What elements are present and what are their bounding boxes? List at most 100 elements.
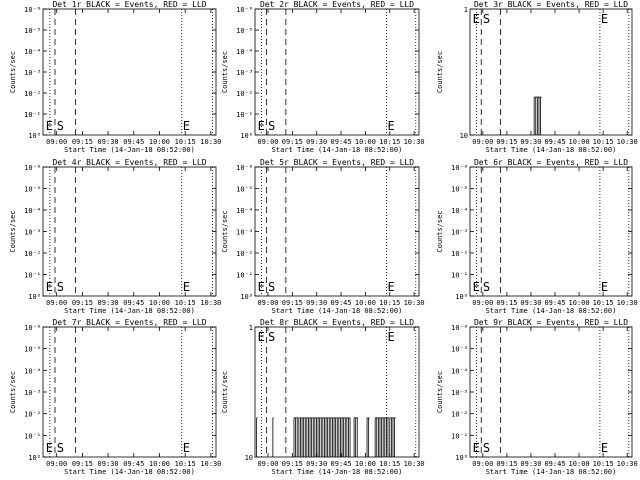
y-tick-label: 10⁻² xyxy=(236,90,253,98)
plot-frame xyxy=(254,166,420,297)
panel-title: Det 3r BLACK = Events, RED = LLD xyxy=(474,0,628,9)
marker-letter-e: E xyxy=(46,119,53,133)
y-tick-label: 10⁻³ xyxy=(236,229,253,237)
marker-letter-s: S xyxy=(483,12,490,26)
x-tick-label: 09:45 xyxy=(123,138,144,146)
x-tick-label: 09:45 xyxy=(331,138,352,146)
marker-letter-e: E xyxy=(601,441,608,455)
x-tick-label: 09:15 xyxy=(496,138,517,146)
y-tick-label: 10⁻¹ xyxy=(24,272,41,280)
y-tick-label: 10⁻¹ xyxy=(451,432,468,440)
panel-title: Det 7r BLACK = Events, RED = LLD xyxy=(52,318,206,327)
x-tick-label: 10:00 xyxy=(569,138,590,146)
y-tick-label: 10⁻³ xyxy=(24,229,41,237)
x-tick-label: 09:15 xyxy=(496,299,517,307)
x-tick-label: 09:15 xyxy=(282,299,303,307)
panel-title: Det 4r BLACK = Events, RED = LLD xyxy=(52,158,206,167)
x-tick-label: 09:00 xyxy=(46,460,67,468)
x-tick-label: 10:30 xyxy=(617,460,638,468)
y-tick-label: 10 xyxy=(245,454,253,462)
x-tick-label: 09:30 xyxy=(520,460,541,468)
panel-title: Det 1r BLACK = Events, RED = LLD xyxy=(52,0,206,9)
plot-frame xyxy=(42,326,217,458)
x-tick-label: 10:00 xyxy=(569,460,590,468)
x-tick-label: 10:30 xyxy=(404,299,425,307)
marker-letter-e: E xyxy=(258,280,265,294)
x-tick-label: 10:15 xyxy=(593,138,614,146)
x-axis-label: Start Time (14-Jan-18 08:52:00) xyxy=(486,307,617,315)
y-tick-label: 10⁻² xyxy=(24,90,41,98)
x-tick-label: 09:45 xyxy=(331,299,352,307)
panel-det-1: Det 1r BLACK = Events, RED = LLD 10⁰ 10⁻¹ 1… xyxy=(9,0,221,154)
x-tick-label: 09:00 xyxy=(472,299,493,307)
marker-letter-e: E xyxy=(183,119,190,133)
x-tick-label: 09:30 xyxy=(520,138,541,146)
x-tick-label: 09:15 xyxy=(72,460,93,468)
x-tick-label: 09:45 xyxy=(544,460,565,468)
x-tick-label: 10:30 xyxy=(617,299,638,307)
y-tick-label: 10⁻¹ xyxy=(236,272,253,280)
x-tick-label: 10:15 xyxy=(593,460,614,468)
x-tick-label: 09:00 xyxy=(257,299,278,307)
x-tick-label: 09:30 xyxy=(520,299,541,307)
x-tick-label: 10:00 xyxy=(149,138,170,146)
x-tick-label: 09:30 xyxy=(306,299,327,307)
y-tick-label: 10⁻⁴ xyxy=(451,367,468,375)
x-tick-label: 10:00 xyxy=(355,299,376,307)
y-tick-label: 10 xyxy=(460,132,468,140)
x-tick-label: 09:00 xyxy=(46,299,67,307)
y-axis-label: Counts/sec xyxy=(221,210,229,252)
y-tick-label: 10⁰ xyxy=(28,454,41,462)
y-tick-label: 10⁻³ xyxy=(451,229,468,237)
marker-letter-s: S xyxy=(483,280,490,294)
x-tick-label: 10:15 xyxy=(379,299,400,307)
marker-letter-s: S xyxy=(57,280,64,294)
x-tick-label: 09:15 xyxy=(496,460,517,468)
x-axis-label: Start Time (14-Jan-18 08:52:00) xyxy=(272,307,403,315)
y-tick-label: 10⁻⁵ xyxy=(451,346,468,354)
x-tick-label: 09:00 xyxy=(472,460,493,468)
panel-det-6: Det 6r BLACK = Events, RED = LLD 10⁰ 10⁻¹ 1… xyxy=(436,158,638,315)
y-tick-label: 10⁻⁶ xyxy=(24,324,41,332)
marker-letter-s: S xyxy=(268,119,275,133)
y-tick-label: 10⁻³ xyxy=(24,69,41,77)
y-tick-label: 10⁻⁴ xyxy=(236,207,253,215)
y-tick-label: 10⁻⁴ xyxy=(236,48,253,56)
y-tick-label: 10⁻³ xyxy=(451,389,468,397)
y-tick-label: 10⁻⁶ xyxy=(24,6,41,14)
y-tick-label: 10⁻⁶ xyxy=(451,164,468,172)
panel-det-2: Det 2r BLACK = Events, RED = LLD 10⁰ 10⁻¹ 1… xyxy=(221,0,425,154)
y-tick-label: 10⁻⁶ xyxy=(236,6,253,14)
y-axis-label: Counts/sec xyxy=(436,51,444,93)
marker-letter-s: S xyxy=(483,441,490,455)
x-tick-label: 09:45 xyxy=(544,299,565,307)
marker-letter-e: E xyxy=(473,12,480,26)
x-tick-label: 09:15 xyxy=(282,138,303,146)
x-tick-label: 10:15 xyxy=(175,138,196,146)
y-tick-label: 10⁻⁴ xyxy=(24,207,41,215)
y-axis-label: Counts/sec xyxy=(221,371,229,413)
y-tick-label: 10⁻¹ xyxy=(236,111,253,119)
y-tick-label: 10⁻¹ xyxy=(24,432,41,440)
marker-letter-e: E xyxy=(473,441,480,455)
x-tick-label: 09:30 xyxy=(306,138,327,146)
marker-letter-e: E xyxy=(473,280,480,294)
y-tick-label: 10⁰ xyxy=(455,293,468,301)
x-tick-label: 09:00 xyxy=(257,460,278,468)
plot-frame xyxy=(469,166,633,297)
x-axis-label: Start Time (14-Jan-18 08:52:00) xyxy=(486,468,617,476)
marker-letter-s: S xyxy=(268,280,275,294)
y-axis-label: Counts/sec xyxy=(9,371,17,413)
y-axis-label: Counts/sec xyxy=(9,210,17,252)
panel-det-8: Det 8r BLACK = Events, RED = LLD 10 1 Count… xyxy=(221,318,425,476)
x-tick-label: 09:00 xyxy=(257,138,278,146)
x-tick-label: 09:45 xyxy=(123,460,144,468)
x-tick-label: 10:15 xyxy=(175,299,196,307)
marker-letter-e: E xyxy=(46,441,53,455)
x-tick-label: 09:15 xyxy=(72,138,93,146)
x-axis-label: Start Time (14-Jan-18 08:52:00) xyxy=(272,468,403,476)
panel-title: Det 8r BLACK = Events, RED = LLD xyxy=(260,318,414,327)
x-tick-label: 10:30 xyxy=(617,138,638,146)
y-tick-label: 10⁻⁵ xyxy=(451,186,468,194)
